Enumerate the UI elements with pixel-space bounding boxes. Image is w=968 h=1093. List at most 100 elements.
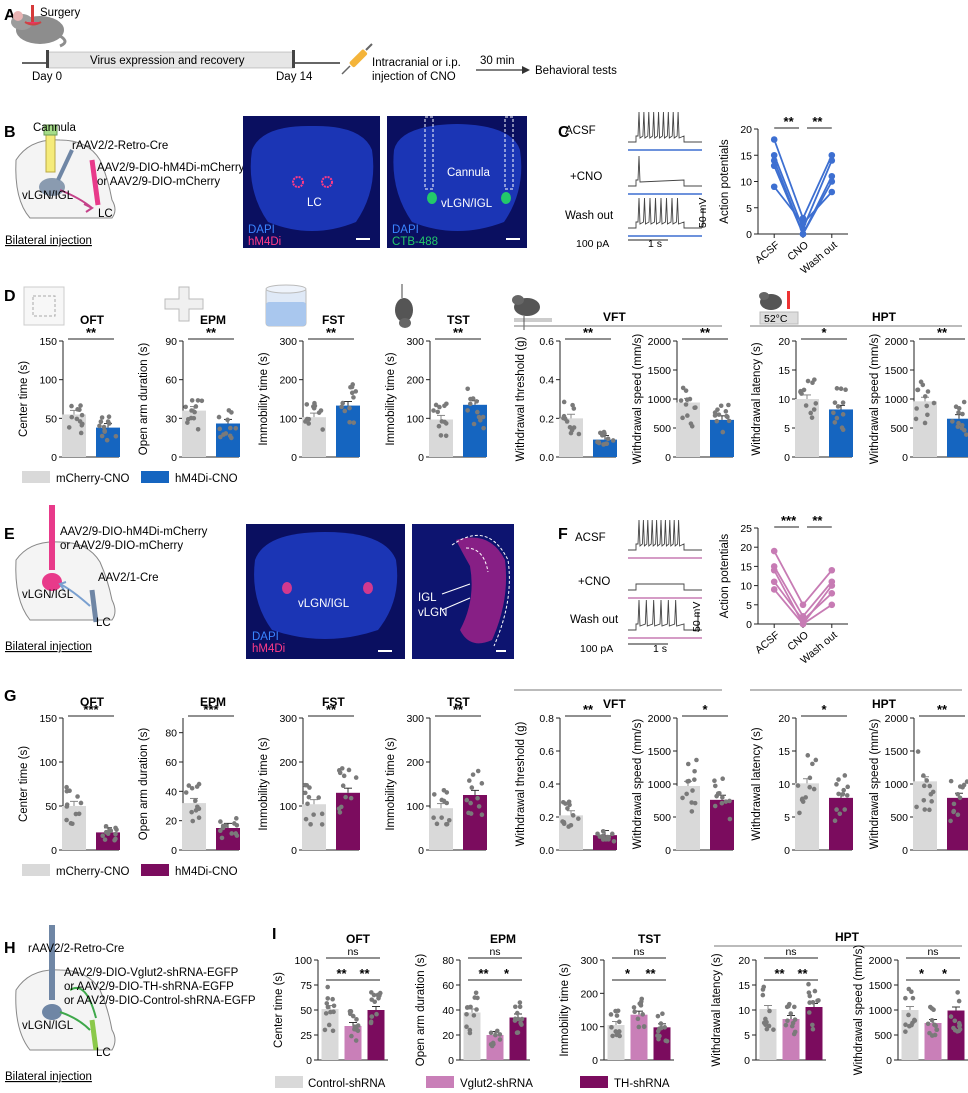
data-point [832,420,838,425]
data-point [234,833,240,838]
data-point [921,797,927,803]
voltage-trace [628,111,702,143]
panel-letter-b: B [4,124,16,141]
data-point [807,775,813,781]
data-point [955,990,960,995]
sig-label: ns [347,946,358,958]
data-point [961,782,967,788]
data-point [563,801,568,806]
g-legend-ctrl: mCherry-CNO [56,866,130,878]
panel-letter-i: I [272,926,276,943]
data-point [792,1004,797,1010]
y-axis-label: Open arm duration (s) [138,343,150,456]
i-legend-th: TH-shRNA [614,1078,670,1090]
data-point [602,431,607,436]
sig-label: * [504,966,510,981]
bar-th-shrna [805,1007,823,1060]
bar-hm4di-cno [336,792,360,850]
e-micro-dapi-label: DAPI [252,631,279,643]
epm-maze-icon [164,286,204,322]
data-point [811,786,817,792]
y-tick-label: 40 [442,1005,454,1017]
data-point [475,409,480,415]
data-point [189,809,194,815]
data-point [910,995,916,1001]
bar-mcherry-cno [302,417,326,457]
data-point [438,433,444,438]
data-point [726,402,731,408]
d-epm-title: EPM [200,313,226,327]
bar-hm4di-cno [947,797,968,850]
data-point [69,403,74,409]
data-point [844,793,850,798]
data-point [318,408,324,413]
data-point [716,412,722,417]
series-point [828,172,836,180]
data-point [189,785,195,791]
chart-I5: 0 500 1000 1500 2000 Withdrawal speed (mm/s) *… [853,945,968,1075]
data-point [113,831,118,837]
series-point [770,183,778,191]
d-vft-title: VFT [603,310,626,324]
series-point [770,136,778,143]
micro-cannula-label: Cannula [447,167,490,179]
chart-I4: 0 5 10 15 20 Withdrawal latency (s) ** **ns [711,946,826,1067]
data-point [812,988,818,994]
chart-D1: 0 50 100 150 Center time (s) ** [18,325,120,464]
bar-vglut2-shrna [924,1023,942,1060]
data-point [810,1026,816,1032]
panel-letter-h: H [4,940,16,957]
sig-label: *** [781,513,797,528]
data-point [924,403,930,409]
data-point [476,804,482,809]
bar-th-shrna [509,1017,527,1060]
y-tick-label: 2000 [885,713,909,725]
data-point [767,1008,772,1014]
data-point [714,418,720,424]
data-point [925,412,930,418]
y-tick-label: 0 [291,452,297,464]
data-point [960,411,965,417]
y-tick-label: 15 [740,561,752,573]
data-point [513,1004,518,1010]
retro-cre-label: rAAV2/2-Retro-Cre [72,140,168,152]
data-point [97,423,102,429]
data-point [948,1014,954,1019]
lc-label: LC [98,208,113,220]
y-tick-label: 0 [306,1055,312,1067]
data-point [906,1012,911,1018]
data-point [761,984,767,990]
y-tick-label: 2000 [648,336,672,348]
data-point [948,778,954,784]
data-point [64,804,70,809]
micro-dapi2-label: DAPI [392,224,419,236]
chart-G8: 0 500 1000 1500 2000 Withdrawal speed (mm/s) *… [869,702,968,857]
y-axis-label: Withdrawal threshold (g) [515,337,527,462]
data-point [927,1030,932,1036]
data-point [497,1032,503,1037]
g-legend-exp: hM4Di-CNO [175,866,238,878]
bar-hm4di-cno [710,799,734,850]
y-tick-label: 0 [744,1055,750,1067]
data-point [474,1007,479,1012]
data-point [69,414,75,420]
y-tick-label: 100 [279,801,297,813]
data-point [101,424,107,430]
data-point [903,1022,908,1027]
data-point [64,784,69,790]
data-point [610,438,616,443]
y-tick-label: 20 [778,713,790,725]
y-tick-label: 0 [418,452,424,464]
data-point [368,1020,374,1026]
data-point [785,1018,790,1023]
data-point [218,819,223,824]
data-point [195,398,201,403]
data-point [763,1021,768,1026]
micro-vlgn-label: vLGN/IGL [441,198,493,210]
data-point [726,418,732,424]
y-axis-label: Immobility time (s) [385,737,397,830]
data-point [221,432,226,437]
series-point [799,214,807,222]
injection-label-2: injection of CNO [372,71,456,83]
